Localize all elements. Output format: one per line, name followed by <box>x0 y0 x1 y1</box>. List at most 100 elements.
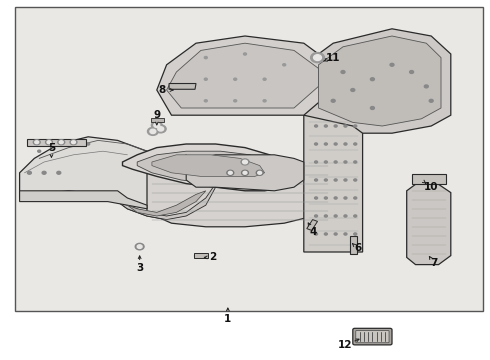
Circle shape <box>417 204 421 207</box>
Circle shape <box>35 141 39 144</box>
Polygon shape <box>194 253 208 258</box>
Circle shape <box>181 85 184 87</box>
Circle shape <box>439 215 443 217</box>
Circle shape <box>242 170 248 175</box>
Circle shape <box>263 78 266 80</box>
Circle shape <box>204 78 207 80</box>
Circle shape <box>59 141 63 144</box>
Circle shape <box>344 143 347 145</box>
Circle shape <box>334 179 337 181</box>
Circle shape <box>417 193 421 196</box>
Circle shape <box>315 143 318 145</box>
Polygon shape <box>127 191 206 216</box>
Circle shape <box>344 215 347 217</box>
Circle shape <box>311 53 324 63</box>
Circle shape <box>315 125 318 127</box>
Circle shape <box>354 161 357 163</box>
Polygon shape <box>20 191 147 209</box>
Circle shape <box>314 55 321 60</box>
Circle shape <box>344 233 347 235</box>
Circle shape <box>315 197 318 199</box>
Circle shape <box>204 255 207 257</box>
Polygon shape <box>307 220 318 230</box>
Circle shape <box>241 159 249 165</box>
Circle shape <box>57 171 61 174</box>
Polygon shape <box>157 36 333 115</box>
Circle shape <box>334 215 337 217</box>
Polygon shape <box>122 144 294 191</box>
Circle shape <box>204 57 207 59</box>
Circle shape <box>417 236 421 239</box>
Polygon shape <box>152 155 265 176</box>
Circle shape <box>243 160 247 164</box>
Circle shape <box>147 127 158 135</box>
Polygon shape <box>137 151 279 184</box>
Polygon shape <box>304 29 451 133</box>
Circle shape <box>137 245 142 248</box>
Circle shape <box>352 249 355 251</box>
Circle shape <box>344 161 347 163</box>
Circle shape <box>158 127 164 131</box>
Circle shape <box>417 225 421 228</box>
Circle shape <box>424 85 428 88</box>
Circle shape <box>439 204 443 207</box>
Circle shape <box>180 85 185 88</box>
Circle shape <box>315 233 318 235</box>
Circle shape <box>344 125 347 127</box>
Polygon shape <box>169 84 196 89</box>
Circle shape <box>334 161 337 163</box>
Circle shape <box>187 85 192 88</box>
Circle shape <box>324 215 327 217</box>
Circle shape <box>439 236 443 239</box>
Circle shape <box>315 179 318 181</box>
Circle shape <box>135 243 144 250</box>
Circle shape <box>155 125 166 133</box>
Polygon shape <box>350 236 357 254</box>
Text: 6: 6 <box>354 243 361 253</box>
Circle shape <box>324 161 327 163</box>
Circle shape <box>27 171 31 174</box>
Circle shape <box>324 125 327 127</box>
Circle shape <box>334 197 337 199</box>
Circle shape <box>334 125 337 127</box>
Polygon shape <box>412 174 446 184</box>
Circle shape <box>324 197 327 199</box>
Text: 2: 2 <box>210 252 217 262</box>
Circle shape <box>439 247 443 250</box>
Circle shape <box>283 64 286 66</box>
Circle shape <box>351 89 355 91</box>
Circle shape <box>344 179 347 181</box>
Polygon shape <box>27 139 86 146</box>
Text: 8: 8 <box>158 85 165 95</box>
Circle shape <box>370 107 374 109</box>
Polygon shape <box>151 118 164 122</box>
Circle shape <box>315 161 318 163</box>
Circle shape <box>195 255 197 257</box>
Polygon shape <box>167 43 318 108</box>
FancyBboxPatch shape <box>353 328 392 345</box>
Circle shape <box>46 140 52 145</box>
Circle shape <box>72 141 75 144</box>
Circle shape <box>154 123 160 127</box>
Text: 12: 12 <box>338 340 353 350</box>
Circle shape <box>315 215 318 217</box>
Text: 4: 4 <box>310 227 318 237</box>
Polygon shape <box>304 115 363 252</box>
Circle shape <box>243 171 247 174</box>
Circle shape <box>174 85 177 87</box>
Circle shape <box>429 99 433 102</box>
Circle shape <box>150 129 156 134</box>
Circle shape <box>324 179 327 181</box>
Text: 9: 9 <box>153 110 160 120</box>
Circle shape <box>58 140 65 145</box>
Circle shape <box>417 215 421 217</box>
Text: 11: 11 <box>326 53 341 63</box>
Circle shape <box>173 85 178 88</box>
Circle shape <box>188 85 191 87</box>
Circle shape <box>390 63 394 66</box>
Circle shape <box>354 233 357 235</box>
Circle shape <box>324 233 327 235</box>
Circle shape <box>151 121 162 129</box>
Circle shape <box>439 225 443 228</box>
Circle shape <box>354 179 357 181</box>
